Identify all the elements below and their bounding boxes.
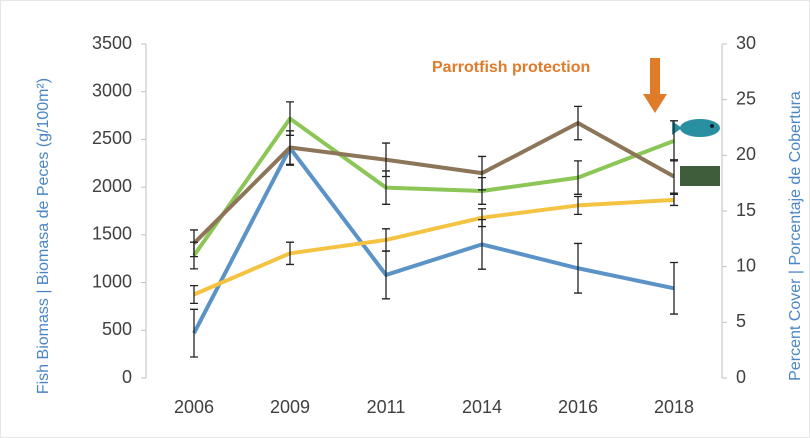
y-tick-label: 0 (122, 367, 132, 387)
arrow (643, 58, 667, 113)
series-line (193, 197, 675, 297)
error-bar (190, 229, 198, 258)
y-tick-label: 1000 (92, 271, 132, 291)
error-bar (190, 308, 198, 358)
y-tick-label: 500 (102, 319, 132, 339)
error-bar (286, 241, 294, 266)
series-line (192, 116, 675, 257)
y2-tick-label: 5 (736, 311, 746, 331)
x-tick-label: 2014 (462, 397, 502, 417)
y-tick-label: 2000 (92, 176, 132, 196)
error-bar (670, 261, 678, 315)
error-bar (478, 155, 486, 191)
y-axis-label: Fish Biomass | Biomasa de Peces (g/100m²… (35, 78, 52, 394)
error-bar (382, 228, 390, 252)
series-line (192, 146, 675, 335)
error-bar (574, 160, 582, 195)
y-tick-label: 3000 (92, 80, 132, 100)
y2-tick-label: 10 (736, 255, 756, 275)
y2-tick-label: 15 (736, 200, 756, 220)
y2-tick-label: 20 (736, 144, 756, 164)
x-tick-label: 2009 (270, 397, 310, 417)
annotation: Parrotfish protection (432, 59, 590, 76)
error-bar (478, 208, 486, 228)
error-bar (190, 284, 198, 305)
coral-image (680, 166, 720, 186)
error-bar (574, 105, 582, 141)
x-tick-label: 2018 (654, 397, 694, 417)
y-tick-label: 3500 (92, 33, 132, 53)
y2-axis-label: Percent Cover | Porcentaje de Cobertura (787, 91, 804, 381)
x-tick-label: 2011 (367, 397, 406, 417)
error-bar (670, 193, 678, 207)
y2-tick-label: 30 (736, 33, 756, 53)
y2-tick-label: 25 (736, 88, 756, 108)
y2-tick-label: 0 (736, 367, 746, 387)
error-bar (670, 159, 678, 194)
error-bar (382, 142, 390, 178)
y-tick-label: 2500 (92, 128, 132, 148)
error-bar (286, 130, 294, 165)
series-line (192, 121, 675, 245)
y-tick-label: 1500 (92, 224, 132, 244)
error-bar (574, 242, 582, 294)
x-tick-label: 2016 (558, 397, 598, 417)
x-tick-label: 2006 (174, 397, 214, 417)
error-bar (574, 195, 582, 215)
